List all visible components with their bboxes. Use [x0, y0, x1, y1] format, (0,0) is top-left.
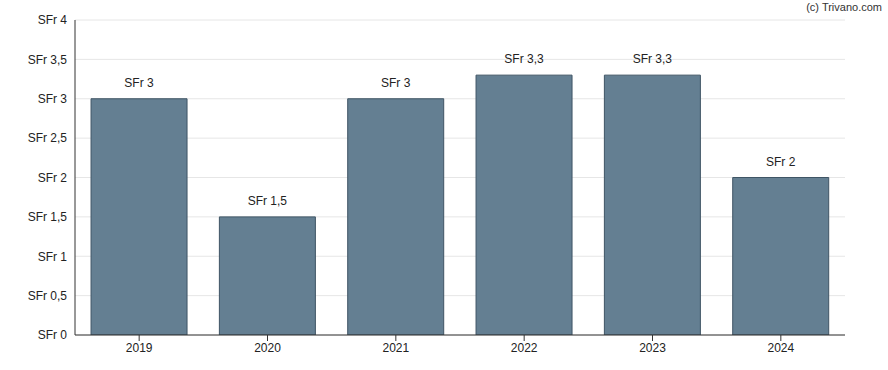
svg-text:SFr 3,5: SFr 3,5: [28, 53, 68, 67]
svg-text:2022: 2022: [511, 341, 538, 355]
svg-text:2023: 2023: [639, 341, 666, 355]
svg-text:2020: 2020: [254, 341, 281, 355]
svg-text:SFr 3,3: SFr 3,3: [504, 52, 544, 66]
svg-text:SFr 3,3: SFr 3,3: [633, 52, 673, 66]
svg-text:2021: 2021: [382, 341, 409, 355]
svg-text:SFr 3: SFr 3: [38, 92, 68, 106]
svg-text:SFr 1: SFr 1: [38, 250, 68, 264]
svg-text:SFr 0: SFr 0: [38, 328, 68, 342]
svg-text:SFr 4: SFr 4: [38, 13, 68, 27]
svg-text:SFr 2: SFr 2: [766, 155, 796, 169]
svg-text:2019: 2019: [126, 341, 153, 355]
svg-text:2024: 2024: [767, 341, 794, 355]
html-text:(c) Trivano.com: (c) Trivano.com: [806, 1, 882, 13]
svg-text:SFr 2: SFr 2: [38, 171, 68, 185]
svg-text:SFr 1,5: SFr 1,5: [248, 194, 288, 208]
svg-text:SFr 3: SFr 3: [124, 76, 154, 90]
svg-text:SFr 1,5: SFr 1,5: [28, 210, 68, 224]
svg-text:SFr 0,5: SFr 0,5: [28, 289, 68, 303]
svg-text:SFr 2,5: SFr 2,5: [28, 131, 68, 145]
svg-text:SFr 3: SFr 3: [381, 76, 411, 90]
